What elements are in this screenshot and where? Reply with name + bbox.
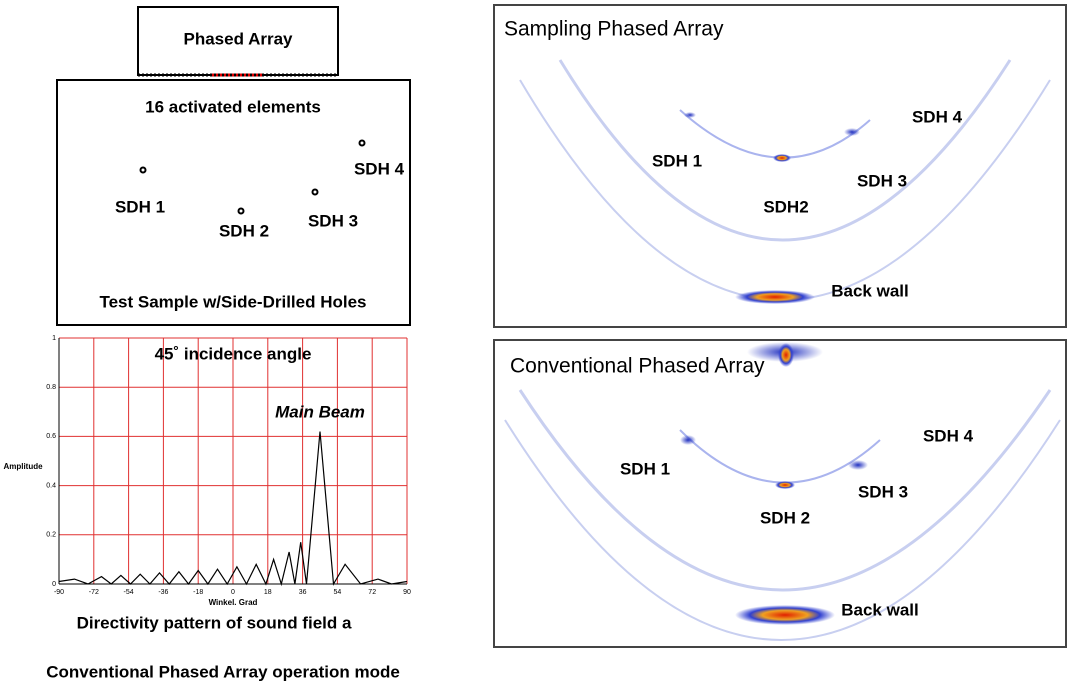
- hole-label: SDH 3: [308, 211, 358, 230]
- x-tick-label: 0: [231, 589, 235, 596]
- echo: [735, 605, 835, 625]
- echo: [775, 481, 795, 489]
- caption: Directivity pattern of sound field a: [77, 613, 352, 632]
- chart-title: 45˚ incidence angle: [155, 344, 312, 363]
- x-tick-label: -90: [54, 589, 64, 596]
- label: SDH 1: [652, 151, 702, 170]
- hole-label: SDH 4: [354, 159, 405, 178]
- hole-label: SDH 2: [219, 221, 269, 240]
- echo: [735, 290, 815, 304]
- activated-label: 16 activated elements: [145, 97, 321, 116]
- x-tick-label: 36: [299, 589, 307, 596]
- label: SDH 3: [858, 482, 908, 501]
- label: Back wall: [841, 600, 919, 619]
- label: SDH 4: [923, 426, 974, 445]
- x-tick-label: -36: [158, 589, 168, 596]
- echo: [680, 435, 696, 445]
- label: SDH 2: [760, 508, 810, 527]
- x-tick-label: -18: [193, 589, 203, 596]
- y-tick-label: 0.2: [46, 532, 56, 539]
- footer: Conventional Phased Array operation mode: [46, 662, 400, 681]
- label: SDH2: [763, 197, 808, 216]
- hole: [237, 207, 245, 215]
- label: Back wall: [831, 281, 909, 300]
- hole: [311, 188, 319, 196]
- x-tick-label: -54: [124, 589, 134, 596]
- holes: [139, 139, 366, 215]
- echo: [844, 128, 860, 136]
- echo: [848, 460, 868, 470]
- label: SDH 4: [912, 107, 963, 126]
- sample-box: [56, 79, 411, 326]
- hole: [139, 166, 147, 174]
- probe-box: [137, 6, 339, 76]
- y-tick-label: 0.4: [46, 482, 56, 489]
- y-tick-label: 0: [52, 581, 56, 588]
- x-tick-label: 18: [264, 589, 272, 596]
- arc: [518, 389, 1052, 592]
- echo: [684, 112, 696, 118]
- hole: [358, 139, 366, 147]
- line: [58, 431, 408, 587]
- probe-label: Phased Array: [184, 29, 294, 48]
- y-tick-label: 1: [52, 335, 56, 342]
- x-axis-label: Winkel. Grad: [209, 598, 258, 607]
- conventional-panel: [493, 339, 1067, 648]
- panel-title: Conventional Phased Array: [510, 355, 765, 378]
- y-tick-label: 0.8: [46, 384, 56, 391]
- echo: [773, 154, 791, 162]
- panel-title: Sampling Phased Array: [504, 18, 724, 41]
- x-tick-label: 90: [403, 589, 411, 596]
- sample-label: Test Sample w/Side-Drilled Holes: [99, 292, 366, 311]
- echo: [778, 343, 794, 367]
- x-tick-label: 72: [368, 589, 376, 596]
- label: SDH 3: [857, 171, 907, 190]
- arc: [504, 419, 1061, 641]
- x-tick-label: -72: [89, 589, 99, 596]
- hole-label: SDH 1: [115, 197, 165, 216]
- x-tick-label: 54: [334, 589, 342, 596]
- y-axis-label: Amplitude: [3, 462, 43, 471]
- directivity-chart: 0 0.2 0.4 0.6 0.8 1 -90 -72 -54 -36 -18 0 18 36 54 72 90: [46, 335, 411, 596]
- annotation: Main Beam: [275, 402, 365, 421]
- y-tick-label: 0.6: [46, 433, 56, 440]
- label: SDH 1: [620, 459, 670, 478]
- sampling-panel: [493, 4, 1067, 328]
- arc: [558, 59, 1012, 242]
